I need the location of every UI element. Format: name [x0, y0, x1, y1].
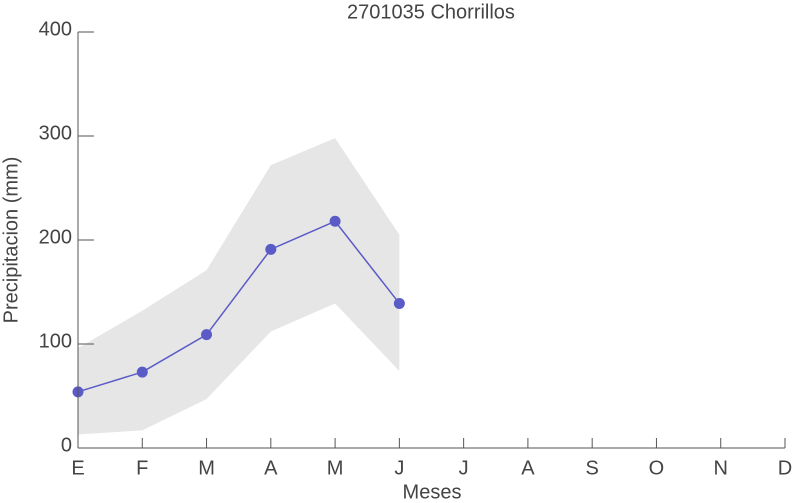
x-tick-label: O — [649, 457, 665, 479]
x-tick-label: M — [198, 457, 215, 479]
data-point — [265, 243, 277, 255]
y-axis-label: Precipitacion (mm) — [0, 157, 22, 324]
x-tick-label: A — [264, 457, 278, 479]
x-tick-label: J — [459, 457, 469, 479]
x-tick-label: E — [71, 457, 84, 479]
x-tick-label: M — [327, 457, 344, 479]
data-point — [329, 215, 341, 227]
y-tick-label: 200 — [39, 226, 72, 248]
data-point — [393, 297, 405, 309]
x-tick-label: J — [394, 457, 404, 479]
chart-title: 2701035 Chorrillos — [347, 1, 515, 23]
x-tick-label: D — [778, 457, 792, 479]
data-line — [77, 220, 400, 393]
x-tick-label: N — [714, 457, 728, 479]
y-tick-label: 300 — [39, 122, 72, 144]
data-point — [136, 366, 148, 378]
x-tick-label: A — [521, 457, 535, 479]
y-tick-label: 0 — [61, 434, 72, 456]
range-band — [78, 138, 400, 435]
data-point — [201, 329, 213, 341]
y-tick-label: 100 — [39, 330, 72, 352]
x-tick-label: S — [586, 457, 599, 479]
x-tick-label: F — [136, 457, 148, 479]
x-axis-label: Meses — [403, 481, 462, 503]
y-tick-label: 400 — [39, 18, 72, 40]
